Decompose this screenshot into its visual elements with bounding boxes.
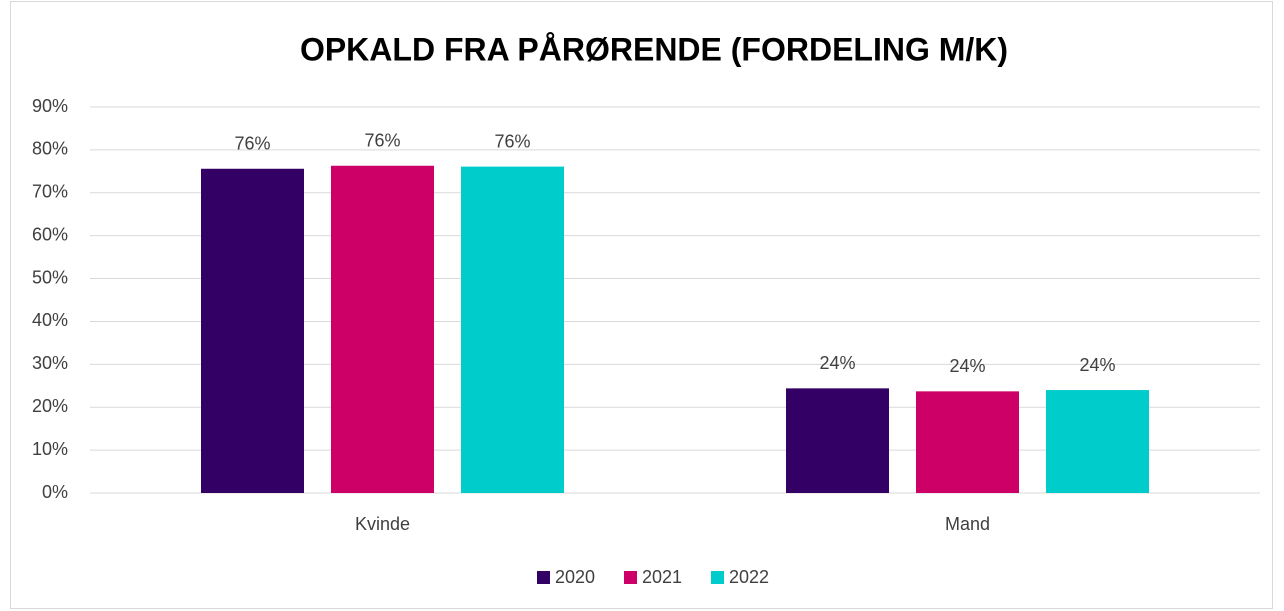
value-label: 76% — [234, 134, 270, 154]
y-tick-label: 60% — [32, 224, 68, 244]
value-label: 76% — [364, 131, 400, 151]
legend-swatch — [537, 571, 550, 584]
bar — [916, 391, 1019, 493]
y-tick-label: 80% — [32, 139, 68, 159]
bar — [331, 165, 434, 493]
x-tick-label: Kvinde — [355, 514, 410, 534]
y-tick-label: 10% — [32, 439, 68, 459]
value-label: 24% — [949, 356, 985, 376]
chart-frame — [10, 1, 1273, 609]
y-tick-label: 20% — [32, 396, 68, 416]
x-tick-label: Mand — [945, 514, 990, 534]
legend-label: 2020 — [555, 567, 595, 587]
value-label: 24% — [819, 353, 855, 373]
legend-label: 2022 — [729, 567, 769, 587]
legend-swatch — [711, 571, 724, 584]
legend-label: 2021 — [642, 567, 682, 587]
y-tick-label: 70% — [32, 182, 68, 202]
bar — [461, 166, 564, 494]
y-tick-label: 50% — [32, 267, 68, 287]
y-tick-label: 90% — [32, 96, 68, 116]
y-tick-label: 30% — [32, 353, 68, 373]
chart-title: OPKALD FRA PÅRØRENDE (FORDELING M/K) — [300, 31, 1008, 67]
y-tick-label: 0% — [42, 482, 68, 502]
bar — [786, 388, 889, 493]
bar — [1046, 390, 1149, 493]
legend-swatch — [624, 571, 637, 584]
y-tick-label: 40% — [32, 310, 68, 330]
bar — [201, 168, 304, 493]
value-label: 24% — [1079, 355, 1115, 375]
value-label: 76% — [494, 131, 530, 151]
